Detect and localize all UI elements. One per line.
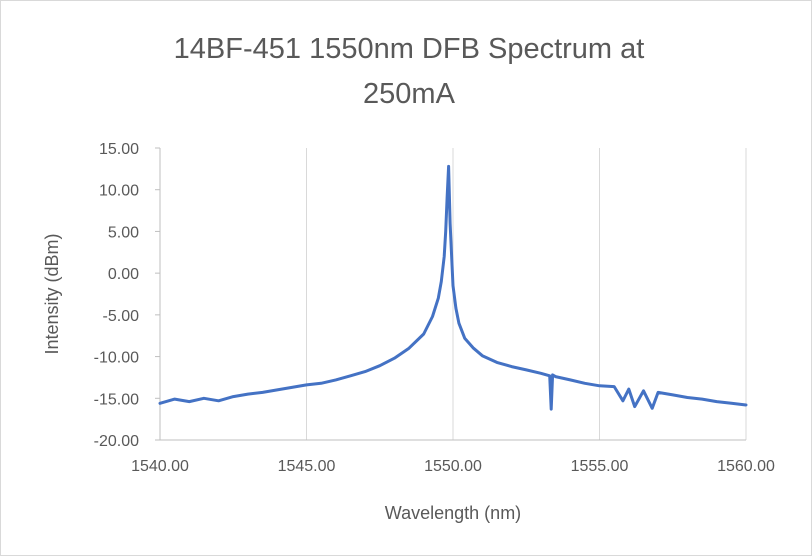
y-tick-label-1: 10.00 <box>99 183 139 200</box>
y-tick-label-3: 0.00 <box>108 266 139 283</box>
plot-series <box>158 164 748 411</box>
chart-title-line-2: 250mA <box>363 78 456 110</box>
y-tick-label-2: 5.00 <box>108 224 139 241</box>
chart-title-line-1: 14BF-451 1550nm DFB Spectrum at <box>174 33 645 65</box>
x-tick-label-4: 1560.00 <box>717 458 775 475</box>
x-tick-label-3: 1555.00 <box>571 458 629 475</box>
y-tick-label-4: -5.00 <box>103 308 140 325</box>
x-axis-title: Wavelength (nm) <box>385 503 521 523</box>
x-tick-label-1: 1545.00 <box>278 458 336 475</box>
axes <box>155 147 746 441</box>
y-tick-label-5: -10.00 <box>94 350 139 367</box>
y-tick-label-0: 15.00 <box>99 141 139 158</box>
x-tick-label-0: 1540.00 <box>131 458 189 475</box>
x-tick-label-2: 1550.00 <box>424 458 482 475</box>
y-tick-label-7: -20.00 <box>94 433 139 450</box>
spectrum-series-line-0 <box>158 164 748 411</box>
grid-lines <box>306 148 747 440</box>
y-axis-title: Intensity (dBm) <box>42 233 62 354</box>
y-tick-label-6: -15.00 <box>94 391 139 408</box>
tick-labels: 1540.00 1545.00 1550.00 1555.00 1560.00 15.00… <box>94 141 775 475</box>
